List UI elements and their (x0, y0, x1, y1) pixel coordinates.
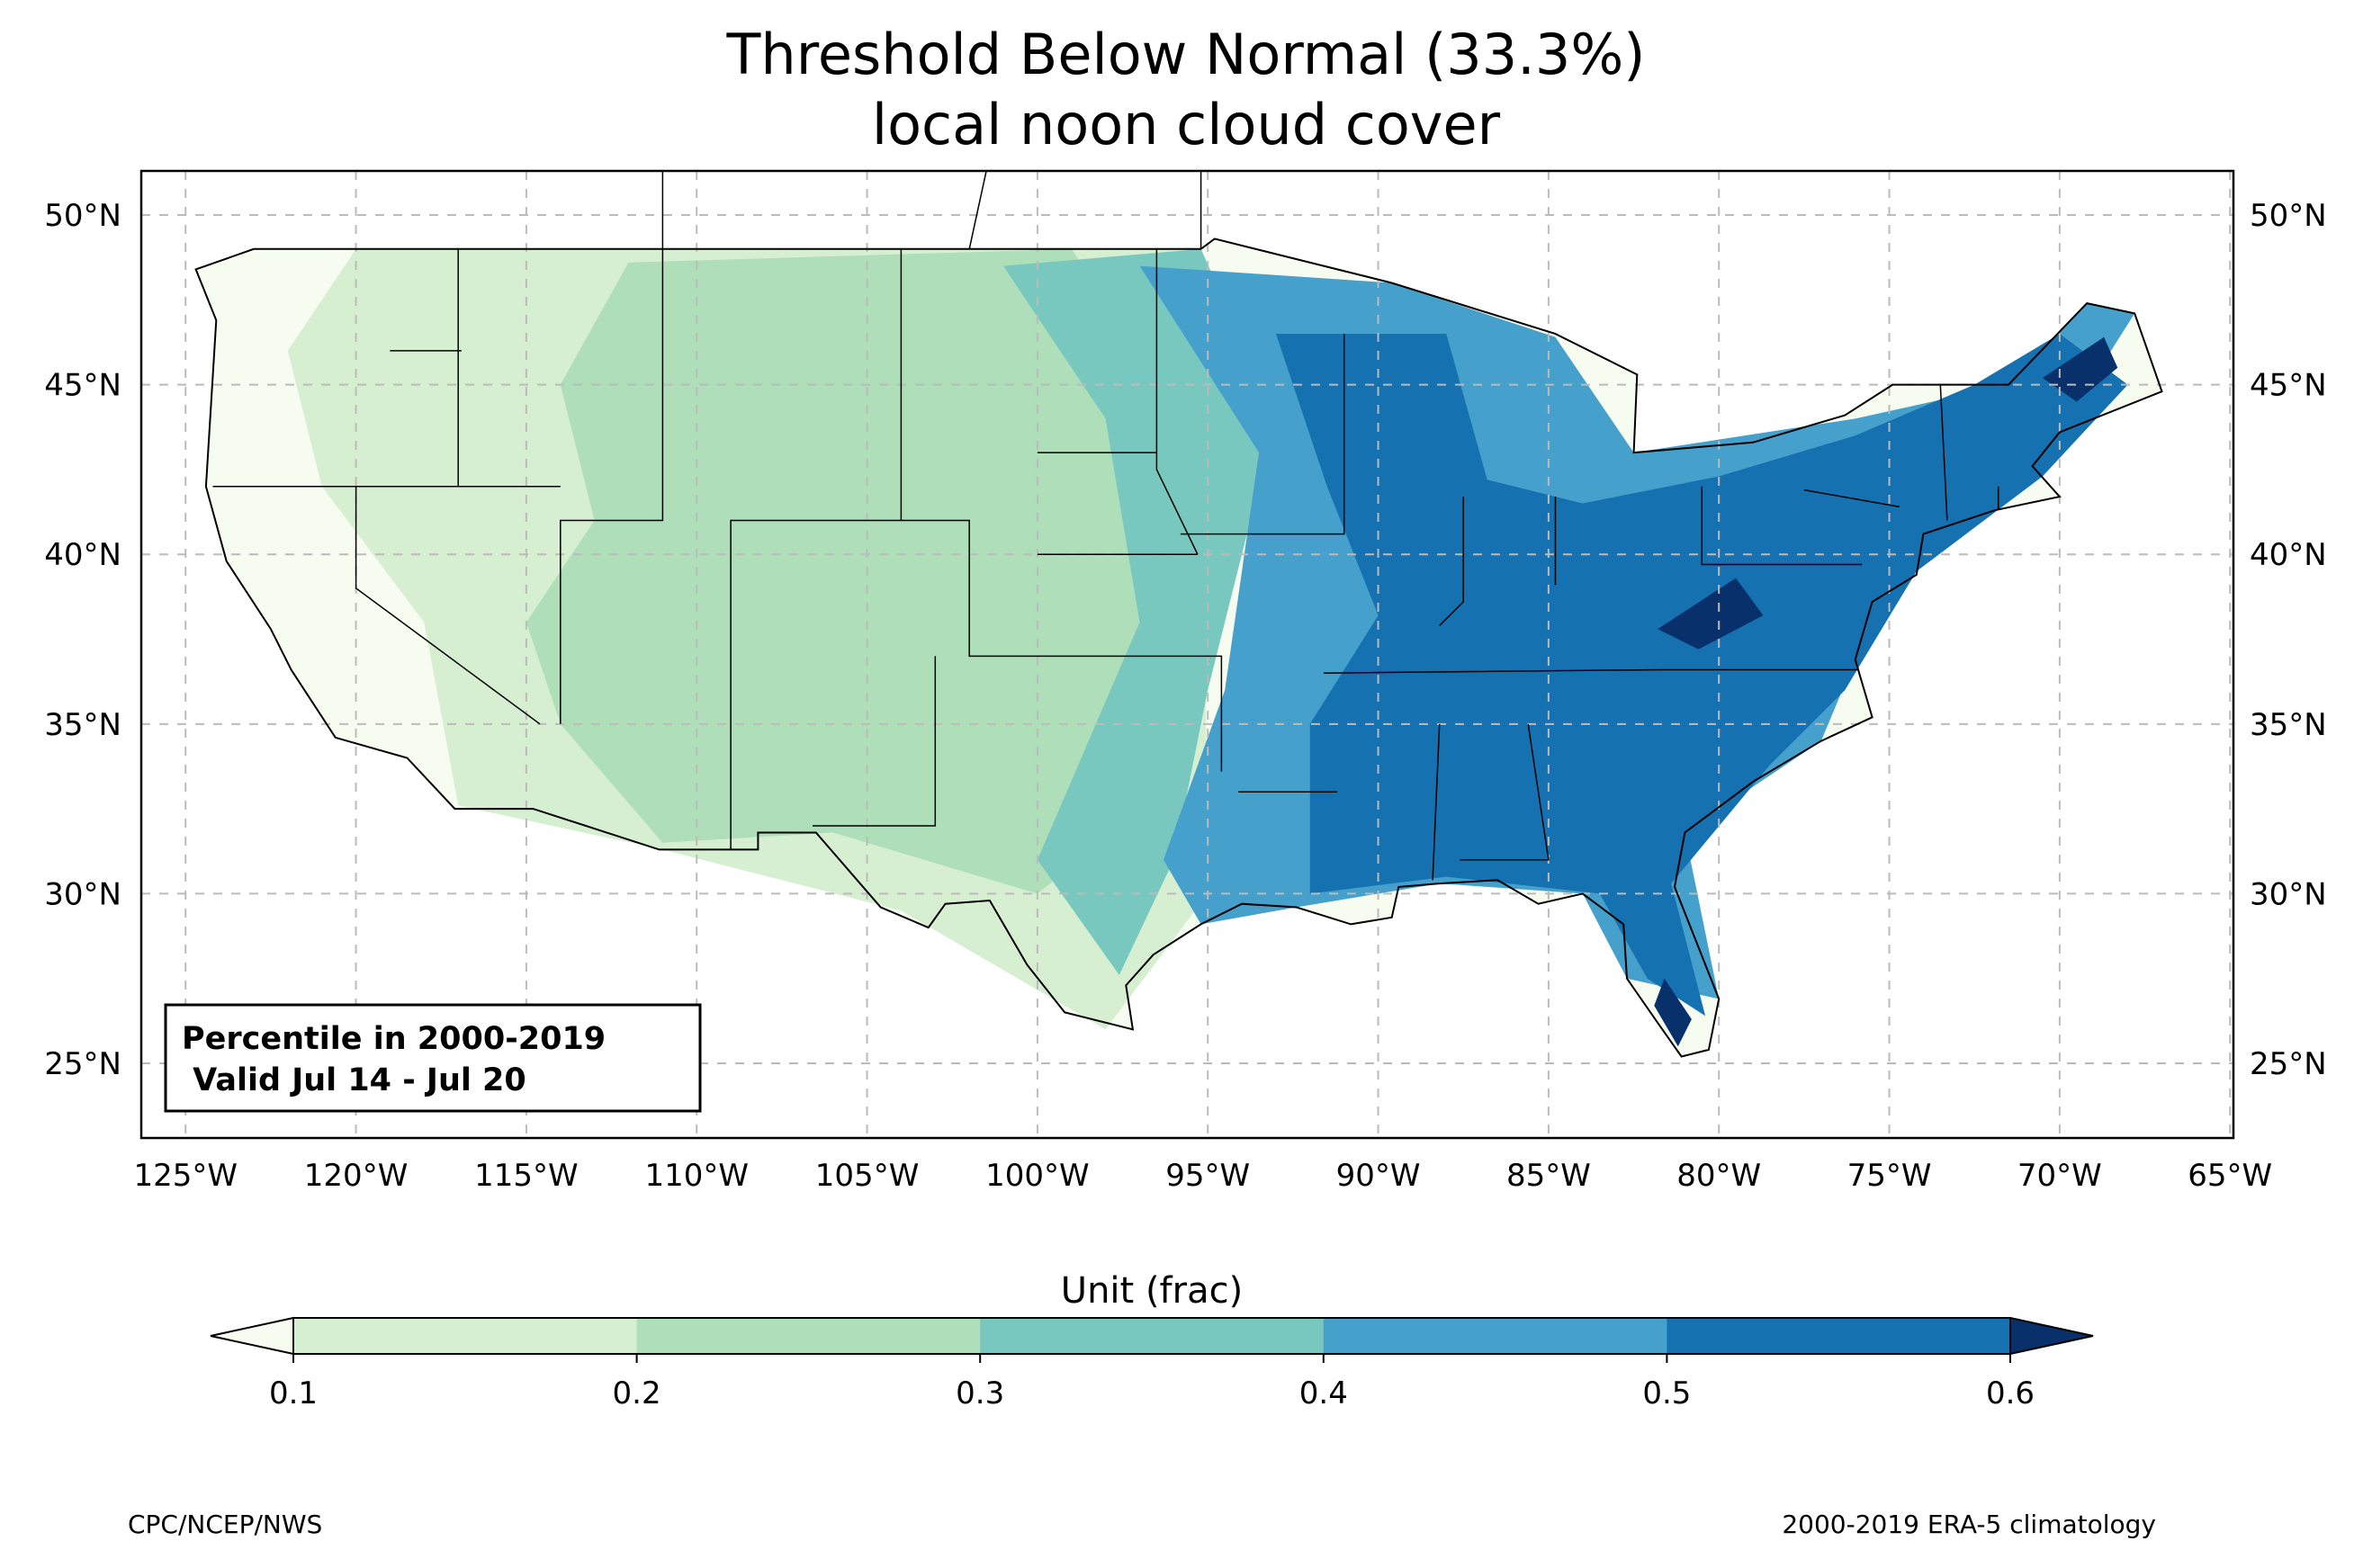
state-border-line (1701, 486, 1863, 566)
canada-border-line (968, 171, 987, 249)
info-box-line2: Valid Jul 14 - Jul 20 (182, 1062, 526, 1098)
colorbar-tick-label: 0.3 (956, 1375, 1004, 1411)
latitude-tick-labels-left: 25°N 30°N 35°N 40°N 45°N 50°N (44, 198, 121, 1082)
colorbar-tick-label: 0.2 (613, 1375, 661, 1411)
longitude-tick-labels: 125°W 120°W 115°W 110°W 105°W 100°W 95°W 90°W 85… (133, 1158, 2272, 1194)
credit-right: 2000-2019 ERA-5 climatology (1782, 1510, 2156, 1539)
state-border-line (1155, 248, 1199, 555)
lon-tick-label: 85°W (1506, 1158, 1591, 1194)
state-border-line (1439, 497, 1464, 626)
lat-tick-label-left: 50°N (44, 198, 121, 234)
colorbar-tick-label: 0.4 (1299, 1375, 1348, 1411)
colorbar-segment (293, 1318, 638, 1354)
colorbar-segment (1667, 1318, 2011, 1354)
info-box: Percentile in 2000-2019 Valid Jul 14 - J… (164, 1003, 702, 1113)
lon-tick-label: 95°W (1165, 1158, 1250, 1194)
state-border-line (901, 519, 1223, 772)
lon-tick-label: 125°W (133, 1158, 238, 1194)
map-panel (141, 171, 2233, 1138)
lat-tick-label-right: 25°N (2250, 1046, 2327, 1082)
lat-tick-label-left: 40°N (44, 537, 121, 573)
lon-tick-label: 70°W (2017, 1158, 2102, 1194)
latitude-tick-labels-right: 25°N 30°N 35°N 40°N 45°N 50°N (2250, 198, 2327, 1082)
lat-tick-label-right: 50°N (2250, 198, 2327, 234)
conus-outline (194, 237, 2163, 1058)
colorbar-tick-label: 0.1 (269, 1375, 318, 1411)
lat-tick-label-left: 35°N (44, 707, 121, 743)
lon-tick-label: 115°W (474, 1158, 579, 1194)
credit-left: CPC/NCEP/NWS (128, 1510, 322, 1539)
colorbar-segment (1323, 1318, 1667, 1354)
lat-tick-label-left: 25°N (44, 1046, 121, 1082)
lat-tick-label-left: 30°N (44, 876, 121, 912)
lon-tick-label: 90°W (1336, 1158, 1421, 1194)
map-frame (139, 169, 2235, 1140)
lon-tick-label: 65°W (2188, 1158, 2272, 1194)
cloud-cover-region-7 (2042, 336, 2118, 402)
colorbar-under-arrow (210, 1316, 294, 1356)
lon-tick-label: 105°W (815, 1158, 920, 1194)
state-border-line (1803, 488, 1900, 508)
lon-tick-label: 120°W (304, 1158, 409, 1194)
lon-tick-label: 80°W (1676, 1158, 1761, 1194)
colorbar-tick-label: 0.5 (1642, 1375, 1691, 1411)
cloud-cover-region-8 (1654, 978, 1692, 1047)
lat-tick-label-left: 45°N (44, 368, 121, 404)
colorbar (210, 1316, 2094, 1356)
state-border-line (560, 248, 664, 724)
lon-tick-label: 100°W (985, 1158, 1090, 1194)
chart-title-line1: Threshold Below Normal (33.3%) (726, 22, 1646, 87)
colorbar-label: Unit (frac) (1061, 1270, 1243, 1312)
state-border-line (1460, 723, 1550, 861)
lat-tick-label-right: 30°N (2250, 876, 2327, 912)
state-border-line (1432, 723, 1441, 881)
lon-tick-label: 75°W (1847, 1158, 1932, 1194)
state-borders (194, 171, 2163, 1058)
colorbar-segment (636, 1318, 981, 1354)
colorbar-segment (980, 1318, 1325, 1354)
state-border-line (1180, 334, 1345, 535)
colorbar-frame (292, 1317, 2011, 1355)
cloud-cover-region-6 (1658, 578, 1764, 650)
chart-title-line2: local noon cloud cover (872, 92, 1501, 157)
colorbar-tick-label: 0.6 (1986, 1375, 2035, 1411)
state-border-line (813, 656, 937, 827)
lon-tick-label: 110°W (644, 1158, 749, 1194)
lat-tick-label-right: 45°N (2250, 368, 2327, 404)
info-box-line1: Percentile in 2000-2019 (182, 1021, 606, 1057)
state-border-line (730, 248, 903, 850)
state-border-line (1323, 668, 1859, 674)
lat-tick-label-right: 40°N (2250, 537, 2327, 573)
cloud-cover-region-5 (1276, 334, 2128, 1017)
state-border-line (1939, 384, 1948, 521)
state-border-line (355, 486, 541, 725)
lat-tick-label-right: 35°N (2250, 707, 2327, 743)
colorbar-tick-labels: 0.1 0.2 0.3 0.4 0.5 0.6 (269, 1354, 2035, 1411)
colorbar-over-arrow (2009, 1316, 2094, 1356)
